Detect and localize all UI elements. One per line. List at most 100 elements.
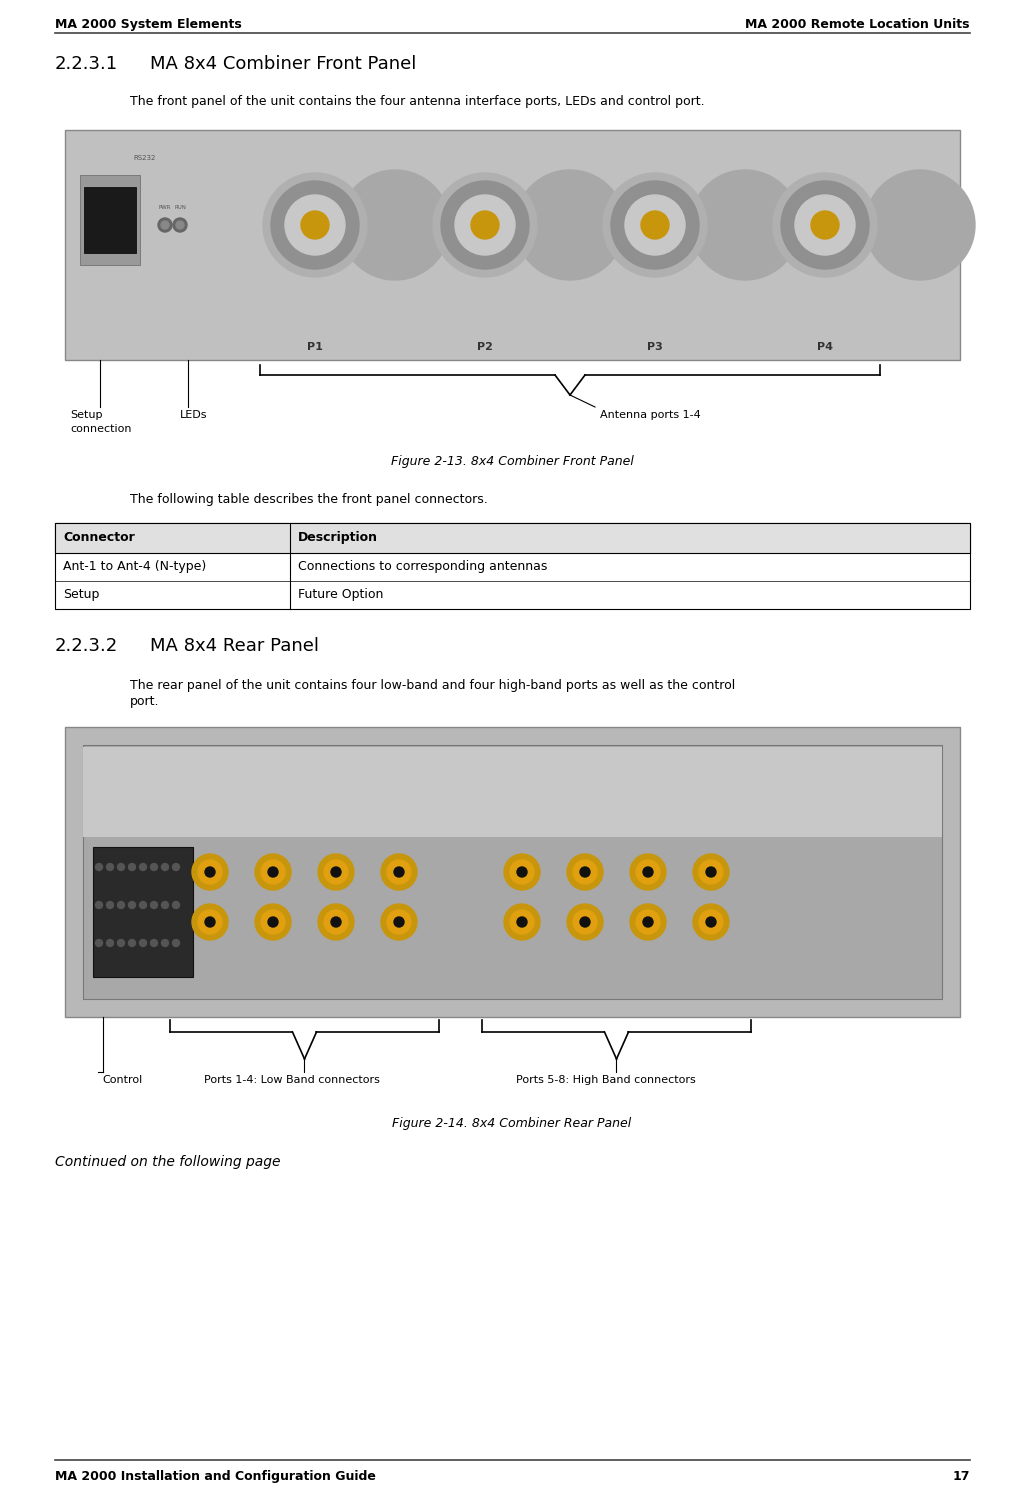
Bar	[84, 187, 136, 253]
Circle shape	[198, 910, 222, 934]
Text: Control: Control	[102, 1075, 142, 1085]
Text: The front panel of the unit contains the four antenna interface ports, LEDs and : The front panel of the unit contains the…	[129, 94, 704, 108]
Text: Continued on the following page: Continued on the following page	[55, 1156, 280, 1169]
Circle shape	[636, 859, 659, 885]
Circle shape	[268, 867, 278, 877]
Circle shape	[698, 859, 722, 885]
Circle shape	[705, 867, 715, 877]
Circle shape	[440, 181, 529, 269]
Circle shape	[96, 864, 102, 870]
Circle shape	[271, 181, 359, 269]
Circle shape	[810, 211, 839, 240]
Circle shape	[106, 901, 113, 909]
Circle shape	[381, 904, 417, 940]
Circle shape	[268, 918, 278, 927]
Circle shape	[106, 940, 113, 946]
Bar	[65, 728, 959, 1016]
Circle shape	[580, 867, 589, 877]
Text: P4: P4	[816, 341, 833, 352]
Circle shape	[510, 859, 534, 885]
Circle shape	[117, 940, 124, 946]
Circle shape	[705, 918, 715, 927]
Circle shape	[318, 853, 354, 891]
Circle shape	[198, 859, 222, 885]
Text: Description: Description	[298, 531, 378, 545]
Circle shape	[386, 859, 411, 885]
Circle shape	[263, 174, 367, 277]
Bar	[83, 746, 942, 998]
Circle shape	[255, 904, 290, 940]
Text: Setup: Setup	[70, 410, 102, 421]
Circle shape	[96, 901, 102, 909]
Circle shape	[192, 853, 228, 891]
Circle shape	[471, 211, 498, 240]
Text: Future Option: Future Option	[298, 588, 383, 602]
Circle shape	[161, 901, 168, 909]
Text: MA 2000 System Elements: MA 2000 System Elements	[55, 18, 242, 31]
Circle shape	[339, 171, 449, 280]
Text: 17: 17	[952, 1470, 969, 1484]
Circle shape	[331, 867, 340, 877]
Circle shape	[689, 171, 799, 280]
Circle shape	[331, 918, 340, 927]
Circle shape	[140, 940, 147, 946]
Circle shape	[106, 864, 113, 870]
Text: MA 8x4 Rear Panel: MA 8x4 Rear Panel	[150, 638, 319, 656]
Circle shape	[140, 901, 147, 909]
Circle shape	[610, 181, 698, 269]
Circle shape	[318, 904, 354, 940]
Circle shape	[393, 918, 404, 927]
Circle shape	[567, 853, 602, 891]
Text: RS232: RS232	[133, 156, 156, 162]
Circle shape	[625, 195, 685, 254]
Circle shape	[96, 940, 102, 946]
Bar	[83, 747, 942, 837]
Circle shape	[161, 222, 169, 229]
Circle shape	[503, 853, 539, 891]
Bar	[65, 130, 959, 359]
Circle shape	[692, 853, 729, 891]
Circle shape	[573, 859, 596, 885]
Bar	[55, 522, 969, 552]
Circle shape	[386, 910, 411, 934]
Text: RUN: RUN	[174, 205, 185, 210]
Circle shape	[602, 174, 706, 277]
Circle shape	[642, 918, 652, 927]
Text: P1: P1	[307, 341, 323, 352]
Text: Ant-1 to Ant-4 (N-type): Ant-1 to Ant-4 (N-type)	[63, 560, 206, 573]
Circle shape	[140, 864, 147, 870]
Circle shape	[158, 219, 172, 232]
Bar	[79, 175, 140, 265]
Text: LEDs: LEDs	[179, 410, 207, 421]
Circle shape	[781, 181, 868, 269]
Text: Figure 2-14. 8x4 Combiner Rear Panel: Figure 2-14. 8x4 Combiner Rear Panel	[392, 1117, 631, 1130]
Circle shape	[864, 171, 974, 280]
Circle shape	[173, 219, 186, 232]
Circle shape	[255, 853, 290, 891]
Text: MA 2000 Installation and Configuration Guide: MA 2000 Installation and Configuration G…	[55, 1470, 376, 1484]
Circle shape	[161, 940, 168, 946]
Circle shape	[172, 864, 179, 870]
Circle shape	[172, 940, 179, 946]
Circle shape	[640, 211, 668, 240]
Circle shape	[301, 211, 329, 240]
Circle shape	[517, 918, 527, 927]
Text: Ports 5-8: High Band connectors: Ports 5-8: High Band connectors	[516, 1075, 696, 1085]
Circle shape	[517, 867, 527, 877]
Text: MA 8x4 Combiner Front Panel: MA 8x4 Combiner Front Panel	[150, 55, 416, 73]
Text: The rear panel of the unit contains four low-band and four high-band ports as we: The rear panel of the unit contains four…	[129, 680, 735, 692]
Text: Figure 2-13. 8x4 Combiner Front Panel: Figure 2-13. 8x4 Combiner Front Panel	[390, 455, 633, 469]
Circle shape	[772, 174, 876, 277]
Circle shape	[454, 195, 515, 254]
Text: port.: port.	[129, 695, 159, 708]
Circle shape	[381, 853, 417, 891]
Circle shape	[510, 910, 534, 934]
Circle shape	[205, 867, 215, 877]
Circle shape	[128, 864, 136, 870]
Circle shape	[128, 901, 136, 909]
Circle shape	[580, 918, 589, 927]
Circle shape	[128, 940, 136, 946]
Circle shape	[151, 901, 157, 909]
Circle shape	[692, 904, 729, 940]
Circle shape	[324, 910, 347, 934]
